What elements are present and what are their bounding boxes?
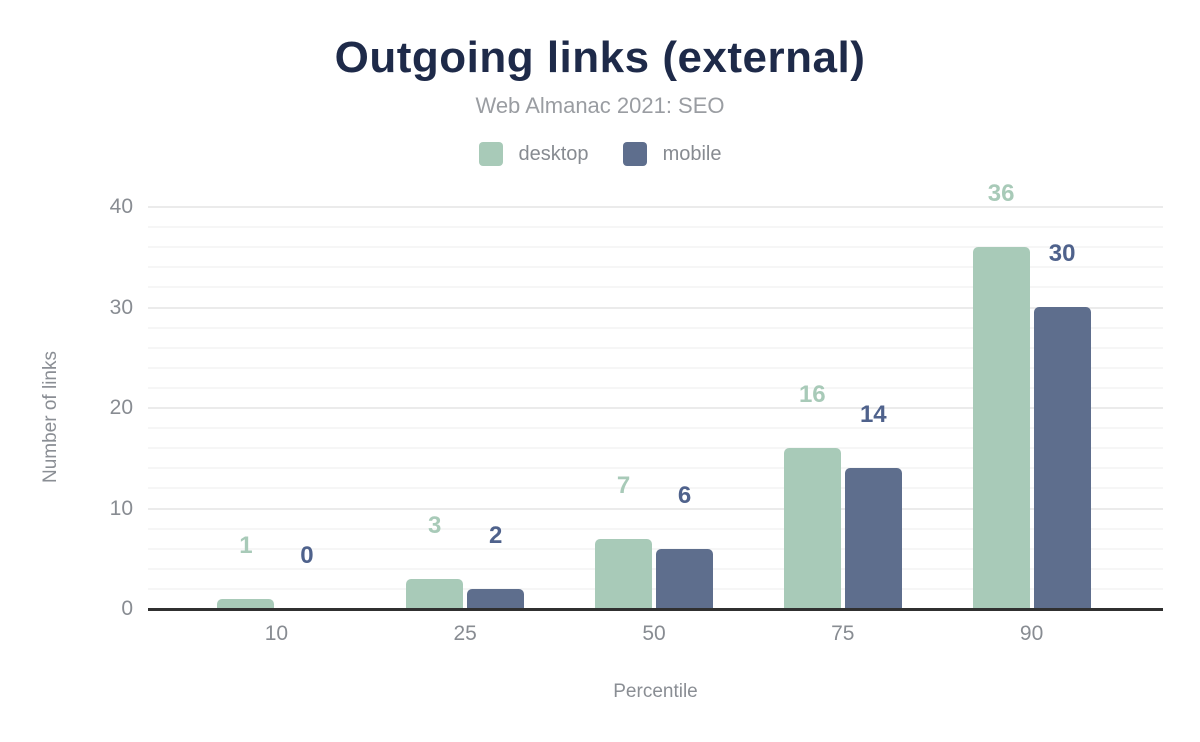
gridline-minor-6 (148, 548, 1163, 550)
legend-swatch-desktop-icon (478, 142, 503, 166)
gridline-minor-22 (148, 387, 1163, 389)
gridline-minor-32 (148, 286, 1163, 288)
x-axis-title: Percentile (613, 681, 698, 702)
gridline-major-10 (148, 508, 1163, 510)
gridline-major-20 (148, 407, 1163, 409)
y-tick-label-30: 30 (109, 296, 133, 319)
y-axis-title: Number of links (40, 351, 61, 483)
legend: desktop mobile (0, 142, 1200, 166)
gridline-minor-24 (148, 367, 1163, 369)
bar-mobile-90 (1033, 307, 1091, 609)
y-tick-label-40: 40 (109, 195, 133, 218)
bar-label-desktop-75: 16 (798, 381, 826, 408)
x-axis-line (148, 608, 1163, 611)
bar-label-mobile-75: 14 (859, 401, 887, 428)
legend-swatch-mobile-icon (622, 142, 647, 166)
legend-item-desktop[interactable]: desktop (478, 142, 589, 166)
x-tick-label-90: 90 (1019, 622, 1044, 645)
gridline-minor-34 (148, 266, 1163, 268)
gridline-minor-38 (148, 226, 1163, 228)
x-tick-label-75: 75 (831, 622, 855, 645)
bar-mobile-75 (844, 468, 902, 609)
chart-title: Outgoing links (external) (334, 33, 866, 82)
gridline-minor-8 (148, 528, 1163, 530)
bar-desktop-75 (783, 448, 841, 609)
gridline-minor-16 (148, 447, 1163, 449)
x-tick-label-50: 50 (642, 622, 666, 645)
bar-label-mobile-10: 0 (300, 542, 314, 569)
bar-label-mobile-25: 2 (489, 522, 503, 549)
gridline-minor-14 (148, 467, 1163, 469)
legend-label-mobile: mobile (662, 143, 722, 165)
gridline-major-40 (148, 206, 1163, 208)
gridline-minor-28 (148, 327, 1163, 329)
gridline-minor-36 (148, 246, 1163, 248)
y-tick-label-20: 20 (109, 396, 133, 419)
gridline-minor-12 (148, 487, 1163, 489)
bar-label-desktop-50: 7 (616, 472, 631, 499)
gridline-minor-4 (148, 568, 1163, 570)
gridline-minor-18 (148, 427, 1163, 429)
bar-desktop-90 (972, 247, 1030, 609)
x-tick-label-25: 25 (453, 622, 477, 645)
bar-label-desktop-25: 3 (428, 512, 442, 539)
bar-label-desktop-10: 1 (239, 532, 253, 559)
y-tick-label-10: 10 (109, 497, 133, 520)
legend-item-mobile[interactable]: mobile (622, 142, 722, 166)
x-tick-label-10: 10 (264, 622, 289, 645)
gridline-major-30 (148, 307, 1163, 309)
gridline-minor-26 (148, 347, 1163, 349)
bar-desktop-25 (406, 579, 464, 609)
bar-mobile-25 (467, 589, 525, 609)
bar-label-mobile-50: 6 (677, 482, 692, 509)
bar-mobile-50 (656, 549, 713, 609)
bar-label-mobile-90: 30 (1048, 240, 1076, 267)
y-tick-label-0: 0 (121, 597, 133, 620)
bar-desktop-50 (595, 539, 652, 609)
chart-subtitle: Web Almanac 2021: SEO (475, 93, 725, 118)
legend-label-desktop: desktop (518, 143, 589, 165)
bar-desktop-10 (217, 599, 275, 609)
bar-label-desktop-90: 36 (987, 180, 1015, 207)
gridline-minor-2 (148, 588, 1163, 590)
